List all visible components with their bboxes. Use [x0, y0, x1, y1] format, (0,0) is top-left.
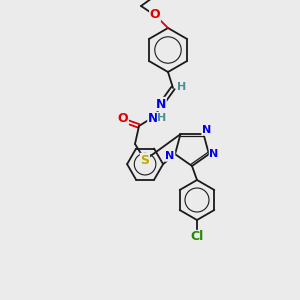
Text: N: N: [156, 98, 166, 110]
Text: H: H: [158, 113, 166, 123]
Text: N: N: [166, 151, 175, 161]
Text: O: O: [150, 8, 160, 22]
Text: Cl: Cl: [190, 230, 204, 244]
Text: S: S: [140, 154, 149, 166]
Text: N: N: [148, 112, 158, 125]
Text: H: H: [177, 82, 187, 92]
Text: O: O: [118, 112, 128, 125]
Text: N: N: [209, 149, 218, 159]
Text: N: N: [202, 125, 211, 135]
